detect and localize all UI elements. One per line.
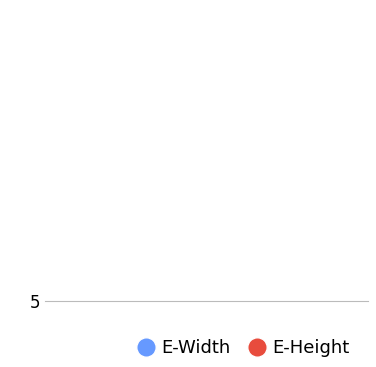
Legend: E-Width, E-Height: E-Width, E-Height: [136, 334, 355, 362]
